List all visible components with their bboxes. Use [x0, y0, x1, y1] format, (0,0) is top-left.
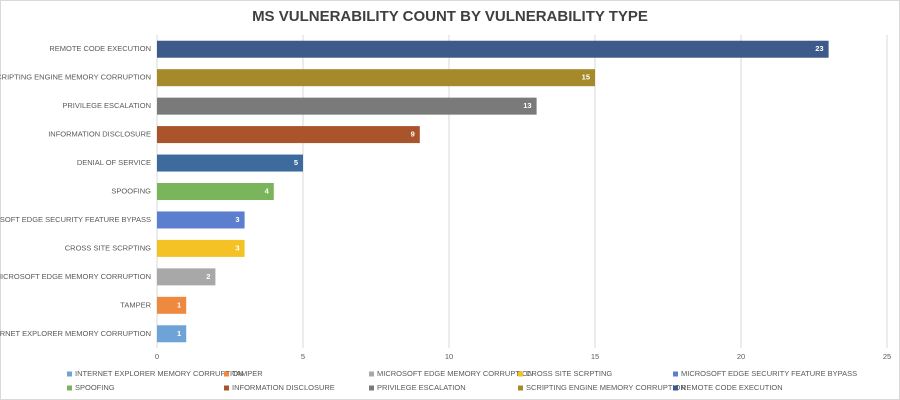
value-label: 3: [235, 243, 239, 252]
y-tick-label: INFORMATION DISCLOSURE: [48, 130, 151, 139]
legend-swatch: [673, 371, 678, 377]
bar: [157, 211, 245, 229]
x-tick-label: 25: [883, 352, 891, 361]
legend-label: CROSS SITE SCRPTING: [526, 369, 612, 378]
x-tick-label: 0: [155, 352, 159, 361]
bar: [157, 97, 537, 115]
legend-swatch: [518, 371, 523, 377]
legend-swatch: [369, 371, 374, 377]
value-label: 9: [411, 130, 415, 139]
value-label: 1: [177, 300, 181, 309]
legend-swatch: [67, 371, 72, 377]
legend-swatch: [673, 385, 678, 391]
legend-swatch: [369, 385, 374, 391]
legend-label: REMOTE CODE EXECUTION: [681, 383, 783, 392]
y-tick-label: MICROSOFT EDGE SECURITY FEATURE BYPASS: [0, 215, 151, 224]
y-tick-label: SPOOFING: [111, 186, 151, 195]
y-tick-label: INTERNET EXPLORER MEMORY CORRUPTION: [0, 329, 151, 338]
bar: [157, 154, 303, 172]
bar: [157, 325, 187, 343]
bar: [157, 40, 829, 58]
bar: [157, 69, 595, 87]
y-tick-label: CROSS SITE SCRPTING: [65, 243, 151, 252]
x-tick-label: 5: [301, 352, 305, 361]
bar: [157, 183, 274, 200]
bar: [157, 239, 245, 257]
legend-label: SCRIPTING ENGINE MEMORY CORRUPTION: [526, 383, 686, 392]
value-label: 5: [294, 158, 298, 167]
bar: [157, 268, 216, 286]
legend-label: PRIVILEGE ESCALATION: [377, 383, 466, 392]
legend-label: MICROSOFT EDGE MEMORY CORRUPTION: [377, 369, 533, 378]
x-tick-label: 10: [445, 352, 453, 361]
x-tick-label: 20: [737, 352, 745, 361]
legend-swatch: [224, 371, 229, 377]
bar: [157, 296, 187, 314]
y-tick-label: SCRIPTING ENGINE MEMORY CORRUPTION: [0, 73, 151, 82]
value-label: 13: [523, 101, 531, 110]
y-tick-label: DENIAL OF SERVICE: [77, 158, 151, 167]
value-label: 3: [235, 215, 239, 224]
legend-label: INTERNET EXPLORER MEMORY CORRUPTION: [75, 369, 243, 378]
value-label: 1: [177, 329, 181, 338]
y-tick-label: MICROSOFT EDGE MEMORY CORRUPTION: [0, 272, 151, 281]
chart-title: MS VULNERABILITY COUNT BY VULNERABILITY …: [252, 8, 648, 25]
value-label: 23: [815, 44, 823, 53]
legend-swatch: [518, 385, 523, 391]
y-tick-label: REMOTE CODE EXECUTION: [49, 44, 151, 53]
legend-label: TAMPER: [232, 369, 263, 378]
y-tick-label: PRIVILEGE ESCALATION: [62, 101, 151, 110]
y-tick-label: TAMPER: [120, 300, 151, 309]
value-label: 2: [206, 272, 210, 281]
legend-label: SPOOFING: [75, 383, 115, 392]
value-label: 15: [582, 73, 590, 82]
legend-label: INFORMATION DISCLOSURE: [232, 383, 335, 392]
x-tick-label: 15: [591, 352, 599, 361]
legend-label: MICROSOFT EDGE SECURITY FEATURE BYPASS: [681, 369, 857, 378]
legend-swatch: [224, 385, 229, 391]
value-label: 4: [265, 186, 270, 195]
legend-swatch: [67, 385, 72, 391]
bar: [157, 126, 420, 144]
